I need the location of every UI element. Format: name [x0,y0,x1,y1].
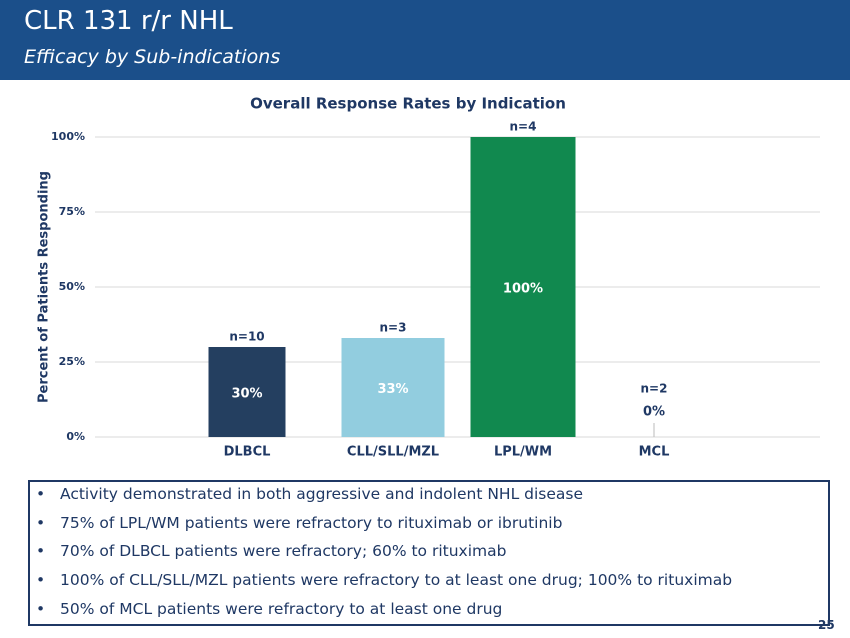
bullet-text: 50% of MCL patients were refractory to a… [60,599,503,618]
page-number: 25 [818,618,835,632]
y-tick-label: 100% [51,130,85,143]
value-label: 30% [231,387,262,402]
slide-subtitle: Efficacy by Sub-indications [24,46,281,68]
x-tick-label: LPL/WM [494,445,552,460]
bullet-text: 75% of LPL/WM patients were refractory t… [60,513,563,532]
n-label: n=10 [229,330,264,344]
value-label: 100% [503,282,543,297]
bullet-box [28,480,830,626]
chart-title: Overall Response Rates by Indication [250,95,566,113]
slide-title: CLR 131 r/r NHL [24,6,233,36]
y-tick-label: 75% [59,205,85,218]
bullet-text: Activity demonstrated in both aggressive… [60,485,584,503]
y-axis-label: Percent of Patients Responding [37,171,52,403]
y-tick-label: 25% [59,355,85,368]
bullet-text: 70% of DLBCL patients were refractory; 6… [60,542,507,561]
value-label: 0% [643,405,665,420]
value-label: 33% [377,382,408,397]
bullet-text: 100% of CLL/SLL/MZL patients were refrac… [60,571,733,590]
bar [341,338,445,437]
header-band [0,0,850,80]
bar [208,347,286,437]
y-tick-label: 50% [59,280,85,293]
x-tick-label: CLL/SLL/MZL [347,445,439,460]
x-tick-label: DLBCL [224,445,271,460]
n-label: n=4 [510,120,537,134]
y-tick-label: 0% [66,430,85,443]
bar [470,137,576,437]
n-label: n=3 [380,321,407,335]
x-tick-label: MCL [639,445,670,460]
chart: Overall Response Rates by Indication Per… [37,95,820,460]
n-label: n=2 [641,382,668,396]
